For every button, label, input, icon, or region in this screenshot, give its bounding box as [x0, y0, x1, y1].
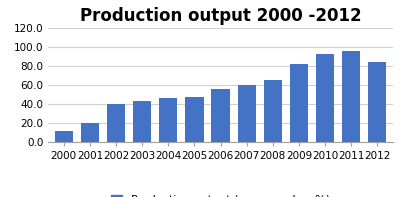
Title: Production output 2000 -2012: Production output 2000 -2012	[80, 7, 361, 25]
Bar	[316, 54, 334, 142]
Bar	[55, 131, 73, 142]
Bar	[342, 51, 360, 142]
Bar	[107, 104, 125, 142]
Bar	[264, 80, 282, 142]
Bar	[81, 123, 99, 142]
Bar	[368, 62, 387, 142]
Bar	[290, 64, 308, 142]
Bar	[237, 85, 256, 142]
Bar	[159, 98, 178, 142]
Bar	[185, 97, 204, 142]
Bar	[211, 88, 230, 142]
Legend: Production output (expressed as %): Production output (expressed as %)	[111, 195, 330, 197]
Bar	[133, 101, 151, 142]
